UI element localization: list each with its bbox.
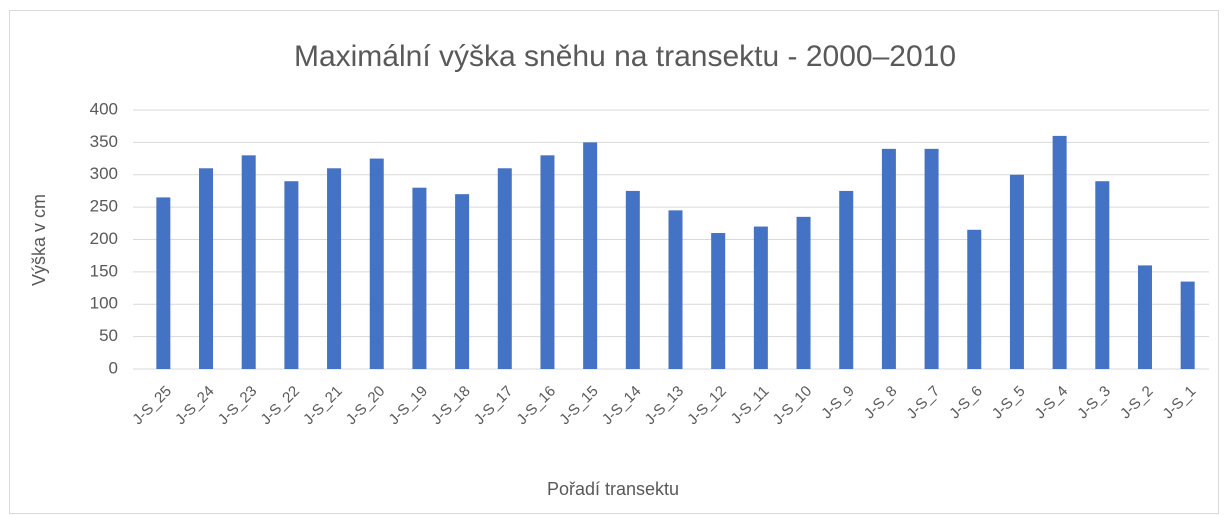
- bar: [327, 168, 342, 369]
- y-tick-label: 300: [90, 164, 118, 183]
- bar: [1180, 281, 1195, 369]
- bar: [1009, 174, 1024, 369]
- bar: [156, 197, 171, 369]
- bar: [540, 155, 555, 369]
- y-tick-label: 400: [90, 99, 118, 118]
- bar: [839, 190, 854, 369]
- bar: [583, 142, 598, 369]
- bar: [199, 168, 214, 369]
- bar: [711, 233, 726, 369]
- y-tick-label: 350: [90, 132, 118, 151]
- y-tick-label: 150: [90, 261, 118, 280]
- bar: [625, 190, 640, 369]
- chart-title: Maximální výška sněhu na transektu - 200…: [294, 40, 956, 73]
- bar: [1137, 265, 1152, 369]
- y-tick-label: 200: [90, 229, 118, 248]
- bar: [241, 155, 256, 369]
- x-axis-title: Pořadí transektu: [547, 479, 679, 499]
- y-tick-label: 250: [90, 197, 118, 216]
- y-tick-label: 50: [99, 326, 118, 345]
- bar: [497, 168, 512, 369]
- bar: [412, 187, 427, 369]
- bar: [369, 158, 384, 369]
- bar: [668, 210, 683, 369]
- y-axis-title: Výška v cm: [29, 194, 49, 286]
- y-tick-label: 0: [109, 358, 118, 377]
- bar: [967, 229, 982, 369]
- bar: [924, 148, 939, 369]
- bar: [796, 216, 811, 369]
- bar: [753, 226, 768, 369]
- bar: [284, 181, 299, 369]
- bar: [455, 194, 470, 369]
- bar: [1052, 135, 1067, 369]
- bar: [1095, 181, 1110, 369]
- y-tick-label: 100: [90, 294, 118, 313]
- bar: [881, 148, 896, 369]
- chart-frame: [9, 10, 1219, 514]
